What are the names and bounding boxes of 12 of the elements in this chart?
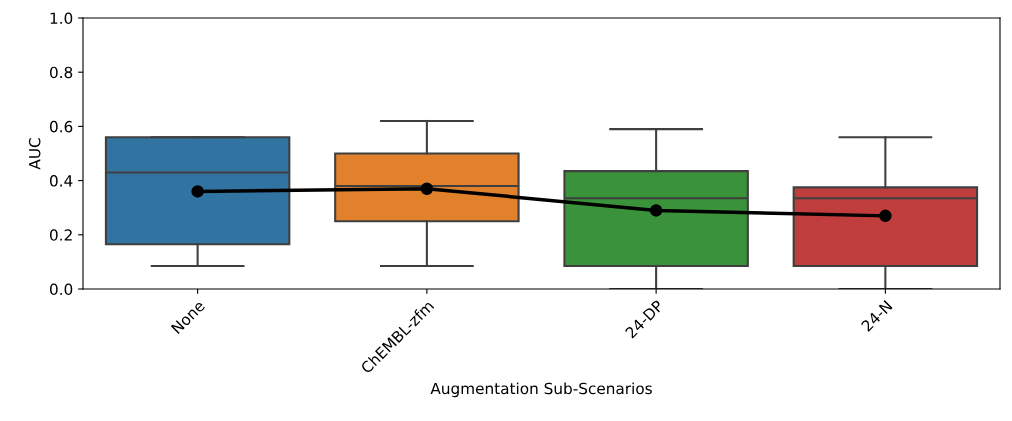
- y-tick-label: 0.6: [49, 120, 73, 133]
- point: [649, 204, 663, 217]
- y-tick-label: 1.0: [50, 12, 73, 25]
- y-tick-label: 0.2: [49, 229, 72, 241]
- point: [879, 209, 892, 223]
- y-tick-label: 0.8: [49, 66, 73, 79]
- point: [191, 185, 204, 198]
- y-tick-label: 0.0: [49, 283, 73, 296]
- x-axis-title: Augmentation Sub-Scenarios: [430, 382, 652, 398]
- y-axis-title: AUC: [28, 138, 41, 170]
- point: [420, 182, 434, 195]
- y-tick-label: 0.4: [49, 175, 73, 187]
